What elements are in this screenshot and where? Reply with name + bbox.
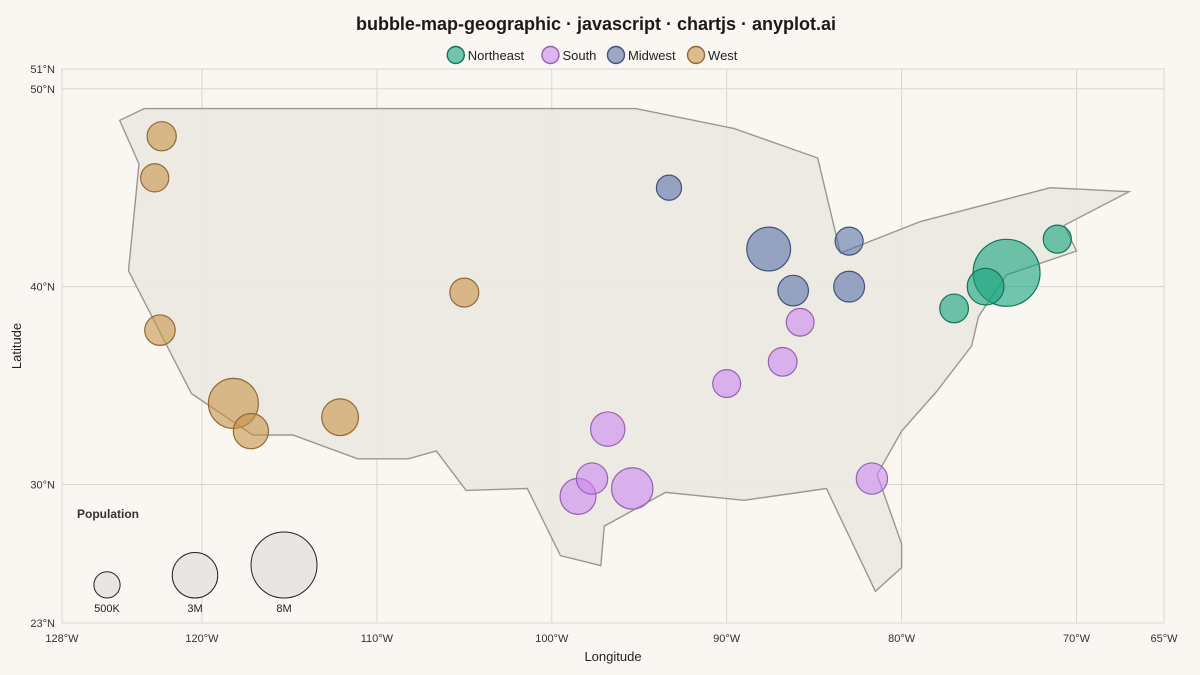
size-legend-title: Population: [77, 507, 139, 521]
bubble-midwest[interactable]: [655, 174, 683, 201]
bubble-midwest[interactable]: [777, 274, 810, 307]
legend-label-south: South: [562, 48, 596, 63]
x-tick-label: 120°W: [185, 633, 219, 645]
legend-swatch-west: [686, 45, 706, 65]
y-tick-label: 40°N: [30, 282, 55, 294]
legend-swatch-south: [541, 45, 560, 65]
bubble-west[interactable]: [232, 412, 270, 450]
legend: Northeast South Midwest West: [446, 45, 738, 65]
legend-swatch-northeast: [446, 45, 465, 65]
bubble-south[interactable]: [589, 411, 626, 447]
size-legend-circle: [250, 531, 318, 599]
x-axis-title: Longitude: [584, 649, 641, 664]
y-tick-label: 30°N: [30, 480, 55, 492]
x-tick-label: 70°W: [1063, 633, 1091, 645]
y-tick-label: 51°N: [30, 64, 55, 76]
chart-title: bubble-map-geographic · javascript · cha…: [356, 14, 836, 34]
bubble-south[interactable]: [785, 307, 815, 337]
legend-label-northeast: Northeast: [468, 48, 525, 63]
bubble-northeast[interactable]: [966, 267, 1005, 306]
bubble-midwest[interactable]: [746, 226, 792, 272]
bubble-west[interactable]: [449, 277, 480, 308]
x-tick-label: 110°W: [361, 633, 394, 645]
legend-swatch-midwest: [606, 45, 626, 65]
x-tick-label: 128°W: [45, 633, 79, 645]
y-tick-label: 23°N: [30, 618, 55, 630]
bubble-south[interactable]: [855, 462, 889, 495]
size-legend-label: 500K: [94, 603, 120, 615]
x-tick-label: 80°W: [888, 633, 916, 645]
bubbles: [140, 121, 1072, 515]
legend-label-west: West: [708, 48, 738, 63]
bubble-northeast[interactable]: [1042, 224, 1072, 254]
bubble-south[interactable]: [712, 369, 742, 399]
bubble-south[interactable]: [610, 467, 654, 510]
legend-label-midwest: Midwest: [628, 48, 676, 63]
x-axis-ticks: 128°W 120°W 110°W 100°W 90°W 80°W 70°W 65°W: [45, 633, 1178, 645]
bubble-midwest[interactable]: [833, 270, 866, 303]
x-tick-label: 65°W: [1150, 633, 1178, 645]
size-legend-circle: [171, 552, 219, 599]
y-tick-label: 50°N: [30, 84, 55, 96]
us-map-outline: [118, 107, 1132, 593]
y-axis-ticks: 23°N 30°N 40°N 50°N 51°N: [30, 64, 55, 630]
bubble-midwest[interactable]: [834, 226, 864, 256]
y-axis-title: Latitude: [9, 323, 24, 369]
x-tick-label: 100°W: [535, 633, 569, 645]
size-legend-circle: [93, 571, 121, 599]
bubble-west[interactable]: [321, 398, 360, 437]
size-legend-label: 8M: [276, 603, 291, 615]
bubble-west[interactable]: [146, 121, 177, 152]
bubble-south[interactable]: [767, 346, 798, 377]
bubble-south[interactable]: [575, 462, 609, 495]
bubble-west[interactable]: [144, 314, 176, 347]
bubble-west[interactable]: [140, 163, 170, 193]
bubble-northeast[interactable]: [939, 293, 970, 324]
size-legend-label: 3M: [187, 603, 202, 615]
x-tick-label: 90°W: [713, 633, 741, 645]
size-legend: 500K 3M 8M: [93, 531, 318, 615]
